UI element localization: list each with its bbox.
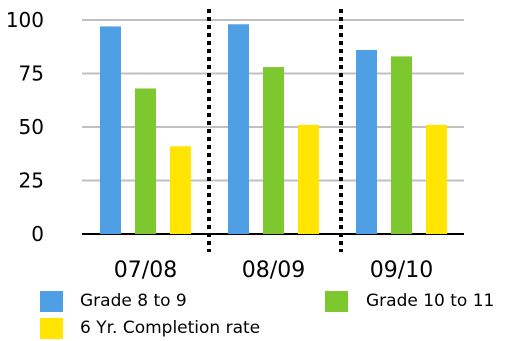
y-tick-label: 100	[6, 8, 44, 32]
y-tick-label: 0	[31, 222, 44, 246]
x-category-label: 09/10	[370, 258, 433, 283]
bar-1-2	[228, 24, 249, 235]
x-axis-categories: 07/08 08/09 09/10	[114, 258, 433, 283]
legend-label-1: Grade 8 to 9	[80, 291, 187, 311]
bar-1-3	[356, 49, 377, 235]
y-tick-label: 50	[19, 115, 44, 139]
y-axis-ticks: 0 25 50 75 100	[6, 8, 44, 246]
bars	[100, 24, 447, 235]
bar-2-2	[263, 67, 284, 234]
x-category-label: 08/09	[242, 258, 305, 283]
bar-1-1	[100, 26, 121, 235]
legend-label-3: 6 Yr. Completion rate	[80, 318, 260, 338]
legend-swatch-1	[40, 291, 63, 312]
category-separators	[207, 9, 343, 252]
bar-2-3	[391, 56, 412, 234]
y-tick-label: 25	[19, 169, 44, 193]
legend: Grade 8 to 9 Grade 10 to 11 6 Yr. Completi…	[40, 291, 494, 339]
bar-3-2	[298, 124, 319, 234]
bar-3-3	[426, 124, 447, 234]
y-tick-label: 75	[19, 62, 44, 86]
legend-label-2: Grade 10 to 11	[366, 291, 494, 311]
legend-swatch-2	[325, 291, 348, 312]
bar-2-1	[135, 88, 156, 234]
legend-swatch-3	[40, 318, 63, 339]
x-category-label: 07/08	[114, 258, 177, 283]
bar-3-1	[170, 146, 191, 234]
